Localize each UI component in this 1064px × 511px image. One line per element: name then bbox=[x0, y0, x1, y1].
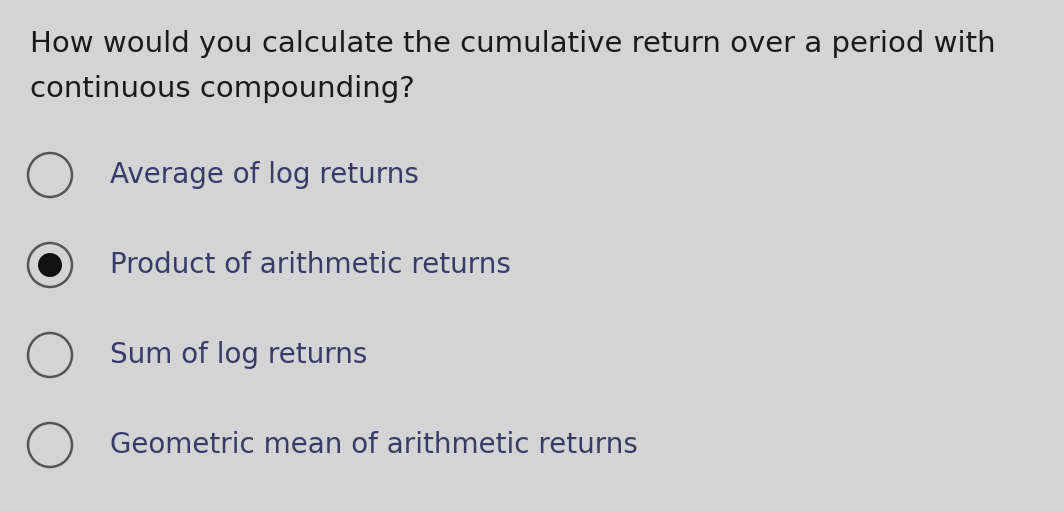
Circle shape bbox=[38, 253, 62, 277]
Circle shape bbox=[28, 333, 72, 377]
Text: Geometric mean of arithmetic returns: Geometric mean of arithmetic returns bbox=[110, 431, 638, 459]
Text: Sum of log returns: Sum of log returns bbox=[110, 341, 367, 369]
Circle shape bbox=[28, 423, 72, 467]
Text: Product of arithmetic returns: Product of arithmetic returns bbox=[110, 251, 511, 279]
Text: How would you calculate the cumulative return over a period with: How would you calculate the cumulative r… bbox=[30, 30, 996, 58]
Text: continuous compounding?: continuous compounding? bbox=[30, 75, 415, 103]
Circle shape bbox=[28, 153, 72, 197]
Circle shape bbox=[28, 243, 72, 287]
Text: Average of log returns: Average of log returns bbox=[110, 161, 419, 189]
